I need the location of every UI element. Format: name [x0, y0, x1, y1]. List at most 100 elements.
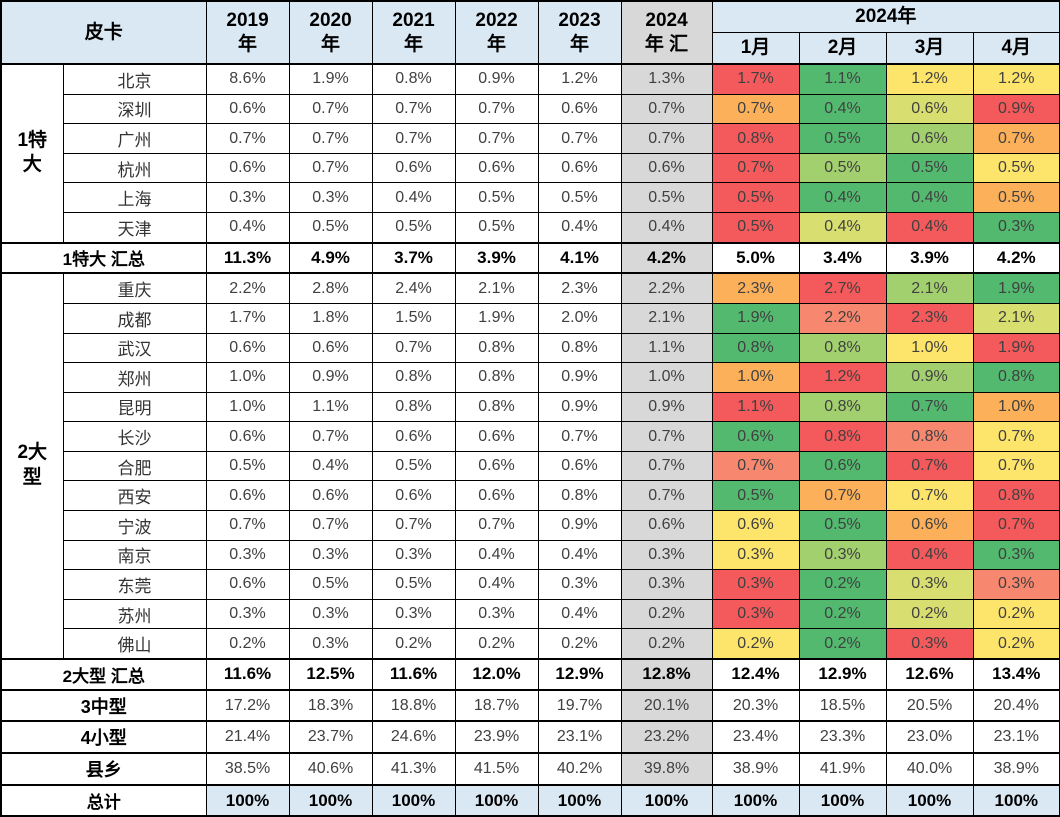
value-cell: 0.7% [885, 480, 974, 511]
value-cell: 1.8% [288, 302, 373, 334]
value-cell: 0.7% [711, 93, 800, 125]
value-cell: 0.2% [371, 628, 456, 660]
value-cell: 0.7% [620, 450, 713, 482]
value-cell: 100% [798, 784, 887, 817]
table-row: 合肥 0.5% 0.4% 0.5% 0.6% 0.6% 0.7% 0.7% 0.6% 0.7% 0.… [1, 450, 1060, 482]
value-cell: 0.7% [288, 123, 373, 154]
value-cell: 0.3% [711, 598, 800, 630]
value-cell: 0.5% [371, 569, 456, 600]
value-cell: 0.7% [371, 332, 456, 364]
value-cell: 0.6% [885, 93, 974, 125]
city-label: 武汉 [62, 332, 207, 364]
value-cell: 0.4% [454, 569, 539, 600]
value-cell: 13.4% [972, 657, 1060, 691]
value-cell: 0.3% [711, 569, 800, 600]
value-cell: 0.6% [205, 93, 290, 125]
value-cell: 0.2% [798, 598, 887, 630]
value-cell: 0.7% [288, 152, 373, 184]
value-cell: 0.6% [711, 509, 800, 541]
value-cell: 0.6% [205, 569, 290, 600]
value-cell: 0.3% [972, 569, 1060, 600]
value-cell: 0.7% [454, 123, 539, 154]
value-cell: 0.8% [454, 362, 539, 393]
header-row-months: 1月 2月 3月 4月 [1, 32, 1060, 65]
value-cell: 100% [205, 784, 290, 817]
value-cell: 4.9% [288, 241, 373, 275]
value-cell: 0.8% [454, 332, 539, 364]
value-cell: 0.4% [288, 450, 373, 482]
value-cell: 0.6% [371, 152, 456, 184]
col-header-2023: 2023 年 [537, 0, 622, 65]
table-body: 1特大 北京 8.6% 1.9% 0.8% 0.9% 1.2% 1.3% 1.7% 1.1% 1.2… [0, 62, 1060, 817]
value-cell: 0.8% [798, 391, 887, 423]
value-cell: 0.5% [711, 211, 800, 244]
city-label: 北京 [62, 62, 207, 95]
table-title-cell: 皮卡 [0, 0, 207, 65]
value-cell: 0.9% [537, 509, 622, 541]
value-cell: 12.0% [454, 657, 539, 691]
value-cell: 0.7% [205, 123, 290, 154]
value-cell: 1.2% [972, 62, 1060, 95]
value-cell: 0.3% [205, 598, 290, 630]
value-cell: 0.8% [711, 123, 800, 154]
row-label: 总计 [0, 784, 207, 817]
value-cell: 0.2% [972, 628, 1060, 660]
city-label: 南京 [62, 539, 207, 571]
value-cell: 0.3% [620, 569, 713, 600]
value-cell: 1.2% [798, 362, 887, 393]
table-row: 苏州 0.3% 0.3% 0.3% 0.3% 0.4% 0.2% 0.3% 0.2% 0.2% 0.… [1, 598, 1060, 630]
value-cell: 1.9% [972, 272, 1060, 304]
value-cell: 0.8% [371, 62, 456, 95]
value-cell: 3.9% [454, 241, 539, 275]
value-cell: 2.1% [972, 302, 1060, 334]
value-cell: 41.9% [798, 752, 887, 787]
value-cell: 3.4% [798, 241, 887, 275]
value-cell: 0.4% [798, 182, 887, 213]
city-label: 广州 [62, 123, 207, 154]
city-label: 东莞 [62, 569, 207, 600]
table-row: 1特大 汇总 11.3% 4.9% 3.7% 3.9% 4.1% 4.2% 5.0% 3.4% 3… [0, 241, 1060, 275]
value-cell: 0.4% [454, 539, 539, 571]
value-cell: 100% [885, 784, 974, 817]
value-cell: 41.5% [454, 752, 539, 787]
value-cell: 0.3% [972, 539, 1060, 571]
value-cell: 0.9% [972, 93, 1060, 125]
header-row-top: 皮卡 2019 年 2020 年 2021 年 2022 年 2023 年 20… [0, 0, 1060, 65]
value-cell: 0.7% [537, 123, 622, 154]
value-cell: 2.1% [885, 272, 974, 304]
value-cell: 21.4% [205, 720, 290, 755]
value-cell: 18.7% [454, 688, 539, 723]
value-cell: 0.7% [620, 421, 713, 452]
value-cell: 0.3% [371, 539, 456, 571]
value-cell: 0.5% [205, 450, 290, 482]
value-cell: 0.7% [205, 509, 290, 541]
row-label: 2大型 汇总 [0, 657, 207, 691]
value-cell: 0.6% [620, 152, 713, 184]
city-label: 天津 [62, 211, 207, 244]
value-cell: 0.6% [288, 332, 373, 364]
value-cell: 0.3% [798, 539, 887, 571]
value-cell: 0.7% [972, 421, 1060, 452]
value-cell: 0.6% [798, 450, 887, 482]
value-cell: 0.4% [537, 598, 622, 630]
value-cell: 0.6% [885, 123, 974, 154]
value-cell: 2.2% [798, 302, 887, 334]
value-cell: 100% [972, 784, 1060, 817]
col-header-2019: 2019 年 [205, 0, 290, 65]
value-cell: 0.5% [454, 211, 539, 244]
col-header-feb: 2月 [798, 32, 887, 65]
value-cell: 2.3% [711, 272, 800, 304]
value-cell: 0.2% [620, 628, 713, 660]
value-cell: 0.6% [371, 480, 456, 511]
city-label: 上海 [62, 182, 207, 213]
table-row: 县乡 38.5% 40.6% 41.3% 41.5% 40.2% 39.8% 38.9% 41.… [0, 752, 1060, 787]
value-cell: 0.7% [371, 123, 456, 154]
value-cell: 0.7% [371, 93, 456, 125]
table-row: 宁波 0.7% 0.7% 0.7% 0.7% 0.9% 0.6% 0.6% 0.5% 0.6% 0.… [1, 509, 1060, 541]
city-label: 苏州 [62, 598, 207, 630]
value-cell: 0.7% [537, 421, 622, 452]
city-label: 长沙 [62, 421, 207, 452]
value-cell: 12.9% [798, 657, 887, 691]
value-cell: 0.4% [537, 539, 622, 571]
value-cell: 0.7% [885, 391, 974, 423]
